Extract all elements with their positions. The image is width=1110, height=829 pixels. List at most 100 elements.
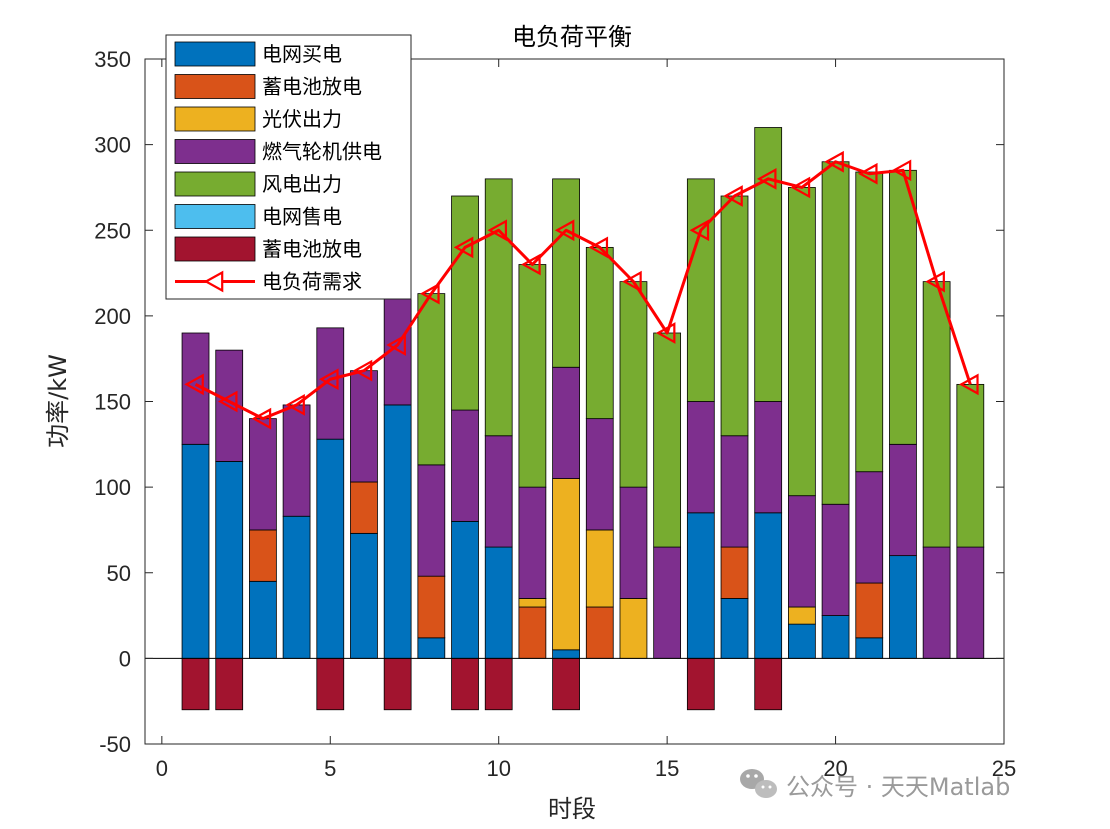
- y-tick-label: -50: [99, 732, 131, 757]
- demand-marker-t14: [622, 270, 642, 293]
- legend-label-5: 电网售电: [262, 205, 342, 229]
- demand-marker-t24: [959, 373, 979, 396]
- y-tick-label: 0: [119, 646, 131, 671]
- y-tick-label: 350: [94, 47, 131, 72]
- bar-t17-s3: [720, 435, 749, 548]
- bar-t21-s0: [855, 637, 884, 659]
- bar-t11-s1: [518, 606, 547, 659]
- y-tick-label: 250: [94, 218, 131, 243]
- demand-marker-t6: [352, 359, 373, 382]
- demand-marker-t4: [285, 394, 305, 416]
- bar-t14-s2: [619, 598, 648, 659]
- y-tick-label: 200: [94, 304, 131, 329]
- bar-t9-s0: [451, 520, 479, 659]
- legend-label-2: 光伏出力: [262, 107, 342, 131]
- bar-t19-s0: [788, 623, 816, 659]
- demand-marker-t20: [824, 150, 844, 173]
- demand-marker-t5: [319, 368, 339, 391]
- demand-marker-t12: [554, 219, 575, 242]
- bar-t13-s4: [585, 246, 614, 420]
- legend-label-3: 燃气轮机供电: [262, 140, 382, 164]
- bar-t6-s3: [350, 370, 378, 483]
- demand-line-layer: [184, 150, 979, 430]
- demand-marker-t2: [217, 390, 238, 413]
- x-tick-label: 15: [655, 756, 679, 781]
- demand-marker-t23: [925, 270, 945, 293]
- bar-t3-s3: [249, 418, 277, 531]
- bar-t22-s3: [889, 443, 917, 557]
- bar-t12-s4: [552, 178, 580, 368]
- bar-t10-s0: [484, 546, 513, 659]
- y-tick-label: 100: [94, 475, 131, 500]
- bar-t20-s4: [821, 161, 850, 505]
- bar-t15-s3: [653, 546, 682, 659]
- demand-marker-t13: [588, 236, 609, 259]
- y-axis-title: 功率/kW: [44, 354, 72, 448]
- bar-t9-s3: [451, 409, 479, 522]
- legend-label-7: 电负荷需求: [262, 270, 362, 294]
- demand-marker-t7: [386, 334, 406, 356]
- bar-t7-s0: [383, 404, 412, 659]
- bar-t24-s3: [956, 546, 985, 659]
- demand-marker-t19: [790, 176, 811, 199]
- legend-swatch-4: [174, 171, 256, 197]
- bar-t16-s0: [686, 512, 715, 659]
- demand-marker-t21: [857, 162, 878, 185]
- bar-t6-s1: [350, 481, 378, 534]
- x-axis-title: 时段: [548, 795, 596, 823]
- bar-t13-s2: [585, 529, 614, 608]
- demand-marker-t9: [453, 236, 474, 259]
- bar-t9-s4: [451, 195, 479, 411]
- legend-swatch-2: [174, 106, 256, 132]
- demand-marker-t16: [689, 219, 710, 242]
- bar-t7-s6: [383, 657, 412, 711]
- bar-t8-s0: [417, 637, 446, 659]
- x-tick-label: 5: [324, 756, 336, 781]
- watermark-text: 公众号 · 天天Matlab: [786, 773, 1010, 801]
- bar-t12-s0: [552, 649, 580, 659]
- bar-t1-s6: [181, 657, 210, 711]
- demand-marker-t3: [251, 407, 272, 430]
- bar-t1-s0: [181, 443, 210, 659]
- bar-t6-s0: [350, 532, 378, 659]
- demand-marker-t18: [756, 168, 777, 190]
- bar-t21-s4: [855, 171, 884, 473]
- legend-marker-swatch: [203, 270, 224, 293]
- bar-t19-s2: [788, 606, 816, 625]
- bar-t3-s0: [249, 580, 277, 659]
- legend-label-0: 电网买电: [262, 42, 342, 66]
- bar-t18-s3: [754, 401, 783, 514]
- x-tick-label: 20: [823, 756, 847, 781]
- bar-t8-s4: [417, 293, 446, 466]
- legend-swatch-1: [174, 74, 256, 99]
- bar-t16-s4: [686, 178, 715, 402]
- bar-t10-s4: [484, 178, 513, 437]
- bar-t21-s1: [855, 582, 884, 639]
- bar-t11-s2: [518, 598, 547, 608]
- bar-t18-s4: [754, 127, 783, 402]
- x-tick-label: 25: [992, 756, 1016, 781]
- bar-t11-s3: [518, 486, 547, 599]
- demand-marker-t1: [184, 373, 204, 396]
- bar-t19-s3: [788, 495, 816, 608]
- chart-title: 电负荷平衡: [512, 23, 632, 51]
- bar-t12-s2: [552, 478, 580, 651]
- bar-t20-s3: [821, 503, 850, 616]
- demand-line: [194, 160, 972, 421]
- bar-t16-s6: [686, 657, 715, 711]
- demand-marker-t8: [420, 282, 440, 305]
- legend-label-1: 蓄电池放电: [262, 75, 362, 99]
- bar-t20-s0: [821, 615, 850, 659]
- legend-swatch-5: [174, 204, 256, 229]
- bar-t23-s3: [922, 546, 951, 659]
- legend-swatch-3: [174, 139, 256, 164]
- bar-t8-s3: [417, 464, 446, 577]
- y-tick-label: 50: [107, 561, 131, 586]
- bar-t8-s1: [417, 575, 446, 639]
- bar-t9-s6: [451, 657, 479, 711]
- watermark: 公众号 · 天天Matlab: [740, 769, 1010, 801]
- bar-t2-s0: [215, 461, 244, 659]
- bar-t5-s6: [316, 657, 345, 711]
